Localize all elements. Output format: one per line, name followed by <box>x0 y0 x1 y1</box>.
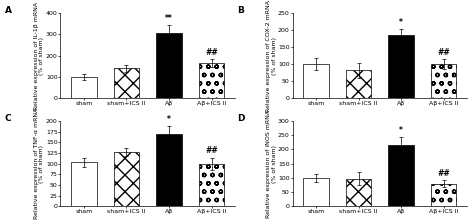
Bar <box>199 63 224 98</box>
Bar <box>303 64 328 98</box>
Text: C: C <box>5 114 11 123</box>
Bar <box>156 33 182 98</box>
Bar <box>303 178 328 206</box>
Bar <box>431 184 456 206</box>
Text: *: * <box>399 126 403 135</box>
Bar <box>156 134 182 206</box>
Bar <box>114 152 139 206</box>
Bar <box>388 145 414 206</box>
Text: ##: ## <box>205 146 218 155</box>
Y-axis label: Relative expression of TNF-α mRNA
(% of sham): Relative expression of TNF-α mRNA (% of … <box>34 108 45 219</box>
Bar <box>346 179 371 206</box>
Text: ##: ## <box>438 48 450 57</box>
Bar <box>114 69 139 98</box>
Bar <box>388 35 414 98</box>
Bar <box>71 162 97 206</box>
Bar <box>199 164 224 206</box>
Text: *: * <box>399 18 403 27</box>
Text: ##: ## <box>438 169 450 178</box>
Text: *: * <box>167 115 171 124</box>
Y-axis label: Relative expression of IL-1β mRNA
(% of sham): Relative expression of IL-1β mRNA (% of … <box>34 2 45 110</box>
Text: **: ** <box>165 14 173 23</box>
Bar <box>71 77 97 98</box>
Text: B: B <box>237 6 244 15</box>
Y-axis label: Relative expression of COX-2 mRNA
(% of sham): Relative expression of COX-2 mRNA (% of … <box>266 0 277 112</box>
Bar <box>346 70 371 98</box>
Text: A: A <box>5 6 11 15</box>
Text: ##: ## <box>205 48 218 57</box>
Bar <box>431 64 456 98</box>
Y-axis label: Relative expression of iNOS mRNA
(% of sham): Relative expression of iNOS mRNA (% of s… <box>266 110 277 218</box>
Text: D: D <box>237 114 244 123</box>
